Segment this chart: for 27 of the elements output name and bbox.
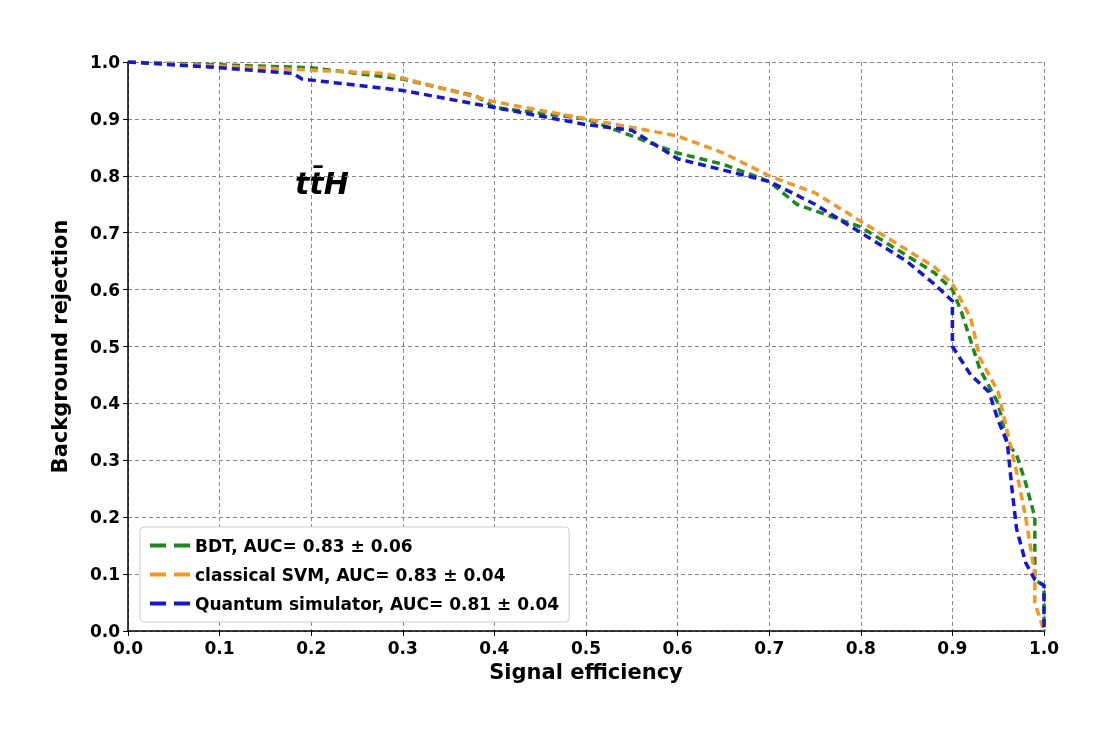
y-tick-label: 0.7 [89,222,120,243]
x-tick-label: 1.0 [1028,637,1060,658]
y-tick-label: 0.5 [89,336,120,357]
annotation: tt̄H [295,165,349,201]
x-tick-label: 0.6 [662,637,693,658]
x-tick-label: 0.9 [937,637,968,658]
y-tick-label: 0.8 [89,165,120,186]
x-tick-label: 0.7 [754,637,785,658]
y-tick-label: 0.9 [89,108,120,129]
y-tick-label: 0.1 [89,564,120,585]
y-tick-label: 1.0 [89,52,121,72]
x-tick-label: 0.5 [570,637,602,658]
legend-label: classical SVM, AUC= 0.83 ± 0.04 [195,564,506,585]
y-tick-label: 0.3 [89,450,120,471]
y-axis-title: Background rejection [47,219,72,474]
x-tick-label: 0.3 [387,637,418,658]
x-tick-label: 0.1 [204,637,235,658]
x-tick-label: 0.4 [479,637,510,658]
y-tick-label: 0.6 [89,279,120,300]
legend-label: Quantum simulator, AUC= 0.81 ± 0.04 [195,593,560,614]
line-series [126,60,1046,633]
x-axis-title: Signal efficiency [489,659,684,684]
x-tick-label: 0.2 [296,637,327,658]
y-tick-label: 0.4 [89,393,121,414]
legend-label: BDT, AUC= 0.83 ± 0.06 [195,535,413,556]
y-tick-label: 0.2 [89,507,120,528]
x-tick-label: 0.8 [845,637,876,658]
